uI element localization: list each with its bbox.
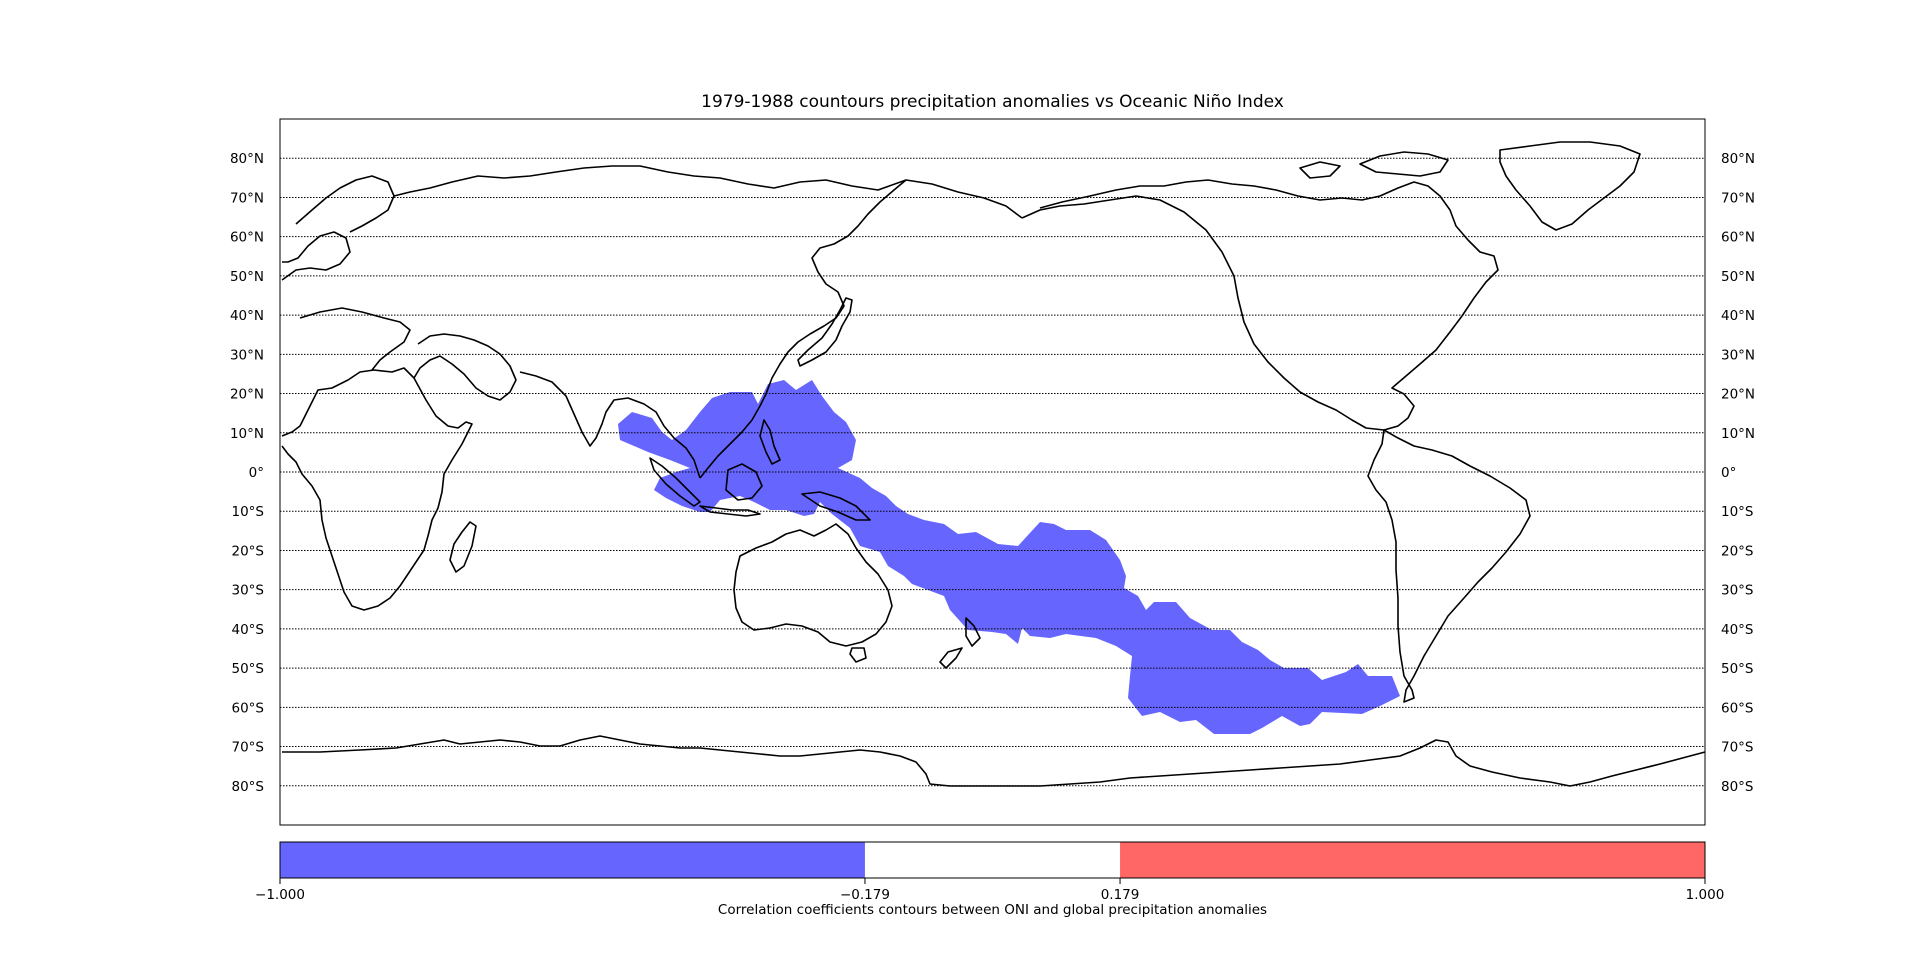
lat-label-left: 80°N — [230, 151, 264, 167]
coast-mediterranean — [299, 307, 411, 371]
parallels: 80°N 80°N 70°N 70°N 60°N 60°N 50°N 50°N 40°N 40°N… — [230, 151, 1755, 795]
colorbar: −1.000 −0.179 0.179 1.000 — [255, 841, 1725, 903]
coast-borneo — [725, 463, 763, 501]
coast-new-zealand — [939, 617, 981, 669]
lat-label-left: 60°N — [230, 230, 264, 246]
colorbar-tick-label: −0.179 — [840, 887, 890, 903]
coastlines — [281, 141, 1706, 787]
lat-label-right: 10°S — [1721, 504, 1754, 520]
lat-label-left: 10°N — [230, 426, 264, 442]
lat-label-left: 10°S — [232, 504, 265, 520]
anomaly-patch-maritime — [618, 380, 1400, 734]
lat-label-left: 40°N — [230, 308, 264, 324]
lat-label-left: 0° — [249, 465, 264, 481]
colorbar-tick-label: −1.000 — [255, 887, 305, 903]
lat-label-left: 50°S — [232, 661, 265, 677]
coast-philippines — [759, 419, 781, 465]
lat-label-right: 70°N — [1721, 190, 1755, 206]
chart-title: 1979-1988 countours precipitation anomal… — [701, 92, 1284, 112]
lat-label-left: 50°N — [230, 269, 264, 285]
lat-label-right: 40°N — [1721, 308, 1755, 324]
lat-label-right: 40°S — [1721, 622, 1754, 638]
coast-africa — [281, 367, 473, 611]
coast-east-asia — [699, 179, 907, 479]
lat-label-left: 30°S — [232, 583, 265, 599]
lat-label-right: 60°N — [1721, 230, 1755, 246]
lat-label-left: 20°N — [230, 387, 264, 403]
lat-label-right: 20°S — [1721, 543, 1754, 559]
lat-label-left: 70°S — [232, 740, 265, 756]
coast-australia — [733, 523, 893, 647]
colorbar-segment — [280, 842, 865, 878]
coast-java — [699, 505, 761, 517]
coast-tasmania — [849, 647, 867, 663]
lat-label-right: 30°N — [1721, 347, 1755, 363]
lat-label-left: 70°N — [230, 190, 264, 206]
lat-label-left: 60°S — [232, 700, 265, 716]
coast-india — [519, 371, 701, 479]
lat-label-left: 80°S — [232, 779, 265, 795]
lat-label-left: 30°N — [230, 347, 264, 363]
lat-label-right: 30°S — [1721, 583, 1754, 599]
lat-label-right: 80°S — [1721, 779, 1754, 795]
lat-label-right: 50°N — [1721, 269, 1755, 285]
colorbar-tick-label: 1.000 — [1686, 887, 1725, 903]
coast-arabia — [413, 333, 517, 401]
lat-label-right: 20°N — [1721, 387, 1755, 403]
coast-new-guinea — [801, 491, 871, 521]
coast-europe — [281, 175, 395, 281]
colorbar-tick-label: 0.179 — [1101, 887, 1140, 903]
lat-label-left: 20°S — [232, 543, 265, 559]
colorbar-label: Correlation coefficients contours betwee… — [717, 902, 1268, 918]
coast-greenland — [1499, 141, 1641, 231]
coast-japan — [797, 297, 853, 367]
coast-siberia — [393, 165, 1023, 219]
anomaly-region — [618, 380, 1400, 734]
coast-madagascar — [449, 521, 477, 573]
lat-label-right: 10°N — [1721, 426, 1755, 442]
colorbar-segment — [1120, 842, 1705, 878]
lat-label-right: 80°N — [1721, 151, 1755, 167]
lat-label-right: 60°S — [1721, 700, 1754, 716]
coast-south-america — [1367, 429, 1531, 703]
lat-label-right: 0° — [1721, 465, 1736, 481]
lat-label-left: 40°S — [232, 622, 265, 638]
colorbar-segment — [864, 842, 1121, 878]
lat-label-right: 70°S — [1721, 740, 1754, 756]
lat-label-right: 50°S — [1721, 661, 1754, 677]
coast-antarctica — [282, 735, 1706, 787]
coast-sumatra — [649, 457, 701, 507]
coast-arctic-islands — [1299, 151, 1449, 179]
coast-north-america — [1021, 179, 1499, 431]
colorbar-frame — [279, 841, 1706, 879]
